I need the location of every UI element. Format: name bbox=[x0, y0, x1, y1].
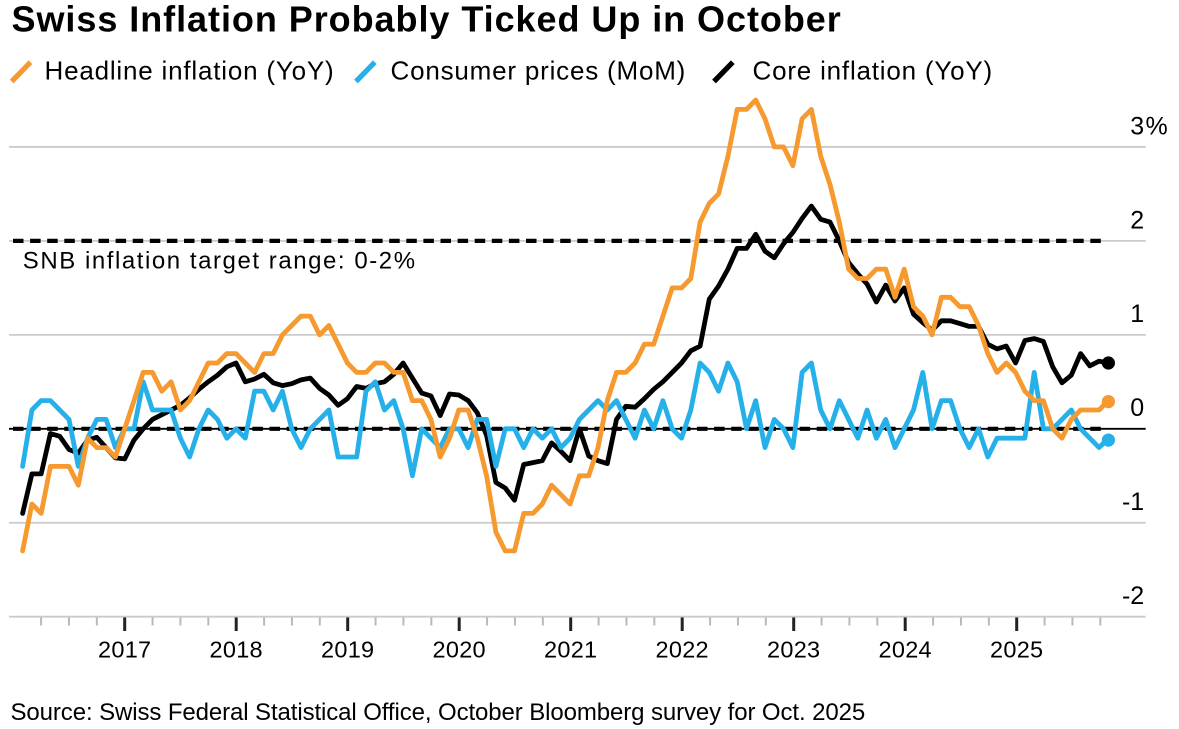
svg-text:Headline inflation (YoY): Headline inflation (YoY) bbox=[45, 56, 335, 86]
svg-text:Source: Swiss Federal Statisti: Source: Swiss Federal Statistical Office… bbox=[11, 699, 866, 726]
svg-text:-2: -2 bbox=[1122, 582, 1144, 610]
svg-text:%: % bbox=[1146, 112, 1168, 140]
svg-text:Core inflation (YoY): Core inflation (YoY) bbox=[753, 56, 994, 86]
svg-text:0: 0 bbox=[1130, 394, 1144, 422]
svg-text:2024: 2024 bbox=[878, 637, 931, 663]
svg-text:Swiss Inflation Probably Ticke: Swiss Inflation Probably Ticked Up in Oc… bbox=[12, 0, 842, 40]
svg-text:2018: 2018 bbox=[209, 637, 262, 663]
svg-text:3: 3 bbox=[1130, 112, 1144, 140]
svg-text:SNB inflation target range: 0-: SNB inflation target range: 0-2% bbox=[23, 248, 417, 275]
svg-text:Consumer prices (MoM): Consumer prices (MoM) bbox=[391, 56, 687, 86]
svg-text:-1: -1 bbox=[1122, 488, 1144, 516]
svg-text:2020: 2020 bbox=[432, 637, 485, 663]
svg-text:2019: 2019 bbox=[321, 637, 374, 663]
svg-text:1: 1 bbox=[1130, 300, 1144, 328]
svg-text:2017: 2017 bbox=[98, 637, 151, 663]
svg-text:2021: 2021 bbox=[544, 637, 597, 663]
svg-text:2022: 2022 bbox=[655, 637, 708, 663]
svg-text:2025: 2025 bbox=[990, 637, 1043, 663]
svg-text:2023: 2023 bbox=[767, 637, 820, 663]
svg-text:2: 2 bbox=[1130, 206, 1144, 234]
